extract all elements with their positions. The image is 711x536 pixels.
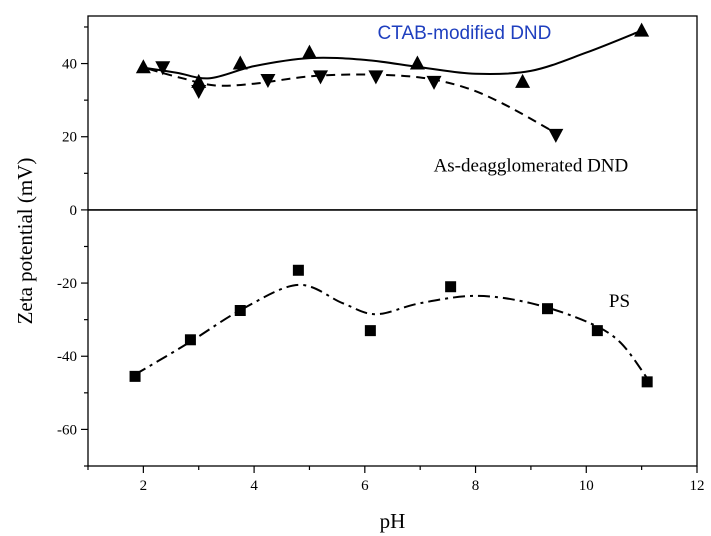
series-label: CTAB-modified DND [378,23,552,44]
triangle-up-point [515,73,531,88]
x-tick-label: 8 [472,478,480,494]
series-label: PS [609,291,630,312]
y-axis-title: Zeta potential (mV) [13,158,37,325]
y-tick-label: -60 [57,422,77,438]
triangle-up-point [301,44,317,59]
data-points [129,22,653,388]
square-point [364,325,376,337]
square-point [129,370,141,382]
triangle-down-point [155,61,171,76]
x-tick-label: 6 [361,478,369,494]
square-point [542,303,554,315]
y-tick-label: 0 [70,203,78,219]
square-point [591,325,603,337]
y-tick-label: 40 [62,57,77,73]
triangle-down-point [426,75,442,90]
plot-frame [87,15,698,467]
square-point [234,305,246,317]
triangle-up-point [135,59,151,74]
triangle-up-point [409,55,425,70]
x-axis-title: pH [380,509,406,533]
y-tick-label: 20 [62,130,77,146]
triangle-up-point [232,55,248,70]
triangle-down-point [368,70,384,85]
triangle-down-point [548,128,564,143]
x-tick-label: 10 [579,478,594,494]
y-tick-label: -40 [57,349,77,365]
square-point [292,264,304,276]
triangle-down-point [313,70,329,85]
x-tick-label: 2 [140,478,148,494]
axes: 2 4 6 8 10 12 -60 -40 -20 0 20 40 pH Zeta potential (… [13,15,705,533]
labels: CTAB-modified DND As-deagglomerated DND PS [378,23,631,312]
square-point [184,334,196,346]
y-tick-label: -20 [57,276,77,292]
x-tick-label: 4 [250,478,258,494]
triangle-up-point [191,73,207,88]
triangle-up-point [634,22,650,37]
square-point [641,376,653,388]
series-label: As-deagglomerated DND [434,155,629,176]
triangle-down-point [260,74,276,89]
x-tick-label: 12 [690,478,705,494]
square-point [445,281,457,293]
triangle-down-point [191,85,207,99]
